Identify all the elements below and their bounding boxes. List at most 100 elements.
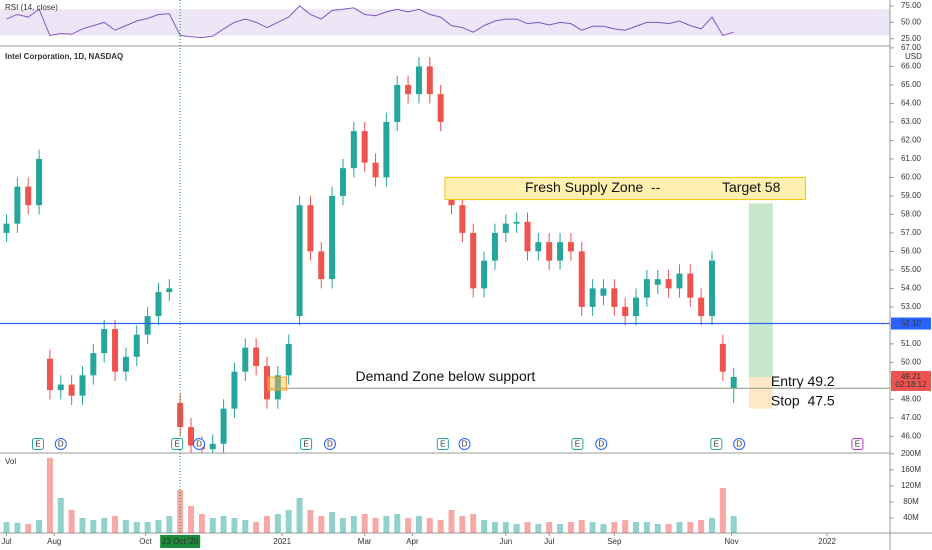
y-tick-label: 65.00 xyxy=(901,80,922,89)
volume-bar xyxy=(437,519,444,533)
volume-bar xyxy=(264,515,270,533)
x-tick-label: Jun xyxy=(499,537,512,546)
candle-body xyxy=(513,221,520,224)
candle-body xyxy=(25,186,32,206)
candle-body xyxy=(654,279,661,285)
y-tick-label: 50.00 xyxy=(901,17,922,26)
candle-body xyxy=(589,288,596,307)
event-label: E xyxy=(174,440,179,449)
event-marker xyxy=(31,438,44,450)
candle-body xyxy=(242,347,249,372)
y-tick-label: 80M xyxy=(903,497,919,506)
event-label: E xyxy=(714,440,719,449)
volume-bar xyxy=(285,509,292,533)
volume-bar xyxy=(231,517,238,533)
volume-bar xyxy=(220,515,227,533)
supply-zone-target: Target 58 xyxy=(722,179,781,195)
candle-body xyxy=(144,316,151,335)
candle-body xyxy=(687,273,694,298)
volume-bar xyxy=(166,515,173,533)
volume-bar xyxy=(112,515,119,533)
candle-body xyxy=(101,329,108,354)
candle-body xyxy=(155,292,162,317)
x-tick-label: 2022 xyxy=(818,537,836,546)
y-tick-label: 54.00 xyxy=(901,283,922,292)
volume-bar xyxy=(567,521,574,533)
volume-bar xyxy=(101,517,108,533)
volume-bar xyxy=(643,521,650,533)
rsi-title: RSI (14, close) xyxy=(5,3,58,12)
volume-bar xyxy=(622,519,629,533)
volume-bar xyxy=(687,521,694,533)
candle-body xyxy=(426,66,433,95)
demand-zone-label: Demand Zone below support xyxy=(356,368,536,384)
candle-body xyxy=(524,221,531,252)
volume-bar xyxy=(14,522,21,533)
event-label: E xyxy=(855,440,860,449)
candle-body xyxy=(557,242,564,261)
volume-bar xyxy=(633,521,640,533)
y-tick-label: 48.00 xyxy=(901,394,922,403)
candle-body xyxy=(350,131,357,169)
candle-body xyxy=(437,94,444,122)
candle-body xyxy=(415,66,422,95)
candle-body xyxy=(329,195,336,280)
volume-bar xyxy=(339,517,346,533)
candle-body xyxy=(122,356,129,372)
candle-body xyxy=(231,371,238,409)
y-tick-label: 55.00 xyxy=(901,265,922,274)
candle-body xyxy=(730,376,737,389)
volume-bar xyxy=(296,497,303,533)
volume-bar xyxy=(36,519,43,533)
candle-body xyxy=(79,375,86,396)
volume-bar xyxy=(535,523,542,533)
candle-body xyxy=(709,260,715,317)
y-tick-label: 62.00 xyxy=(901,136,922,145)
support-tag-label: 52.10 xyxy=(901,319,922,328)
volume-bar xyxy=(546,521,553,533)
volume-bar xyxy=(426,517,433,533)
y-tick-label: 47.00 xyxy=(901,413,922,422)
volume-bar xyxy=(513,523,520,533)
event-marker xyxy=(710,438,723,450)
volume-bar xyxy=(524,521,531,533)
volume-bar xyxy=(481,519,488,533)
candle-body xyxy=(665,279,672,289)
supply-zone xyxy=(444,176,806,201)
chart-title: Intel Corporation, 1D, NASDAQ xyxy=(5,52,123,61)
y-tick-label: 40M xyxy=(903,513,919,522)
candle-body xyxy=(459,205,466,233)
x-tick-label: Sep xyxy=(607,537,622,546)
supply-zone-label: Fresh Supply Zone -- xyxy=(525,179,661,195)
event-label: D xyxy=(462,440,468,449)
y-tick-label: 160M xyxy=(901,465,921,474)
candle-body xyxy=(112,329,119,372)
volume-bar xyxy=(46,457,53,533)
candle-body xyxy=(57,384,64,391)
candle-body xyxy=(719,343,726,372)
volume-bar xyxy=(557,523,564,533)
candle-body xyxy=(567,242,574,252)
candle-body xyxy=(502,223,509,233)
y-tick-label: 67.00 xyxy=(901,43,922,52)
volume-bar xyxy=(242,519,249,533)
volume-bar xyxy=(155,519,162,533)
y-tick-label: 50.00 xyxy=(901,357,922,366)
event-marker xyxy=(171,438,184,450)
event-marker xyxy=(193,438,206,450)
volume-bar xyxy=(611,521,618,533)
volume-bar xyxy=(253,521,260,533)
y-tick-label: 66.00 xyxy=(901,62,922,71)
candle-body xyxy=(209,443,216,450)
countdown: 02:18:12 xyxy=(895,380,927,389)
candle-body xyxy=(383,121,390,178)
volume-bar xyxy=(25,523,32,533)
volume-bar xyxy=(578,519,585,533)
event-label: E xyxy=(575,440,580,449)
candle-body xyxy=(264,366,270,400)
candle-body xyxy=(274,375,281,400)
candle-body xyxy=(253,347,260,367)
y-tick-label: 60.00 xyxy=(901,173,922,182)
y-tick-label: 61.00 xyxy=(901,154,922,163)
